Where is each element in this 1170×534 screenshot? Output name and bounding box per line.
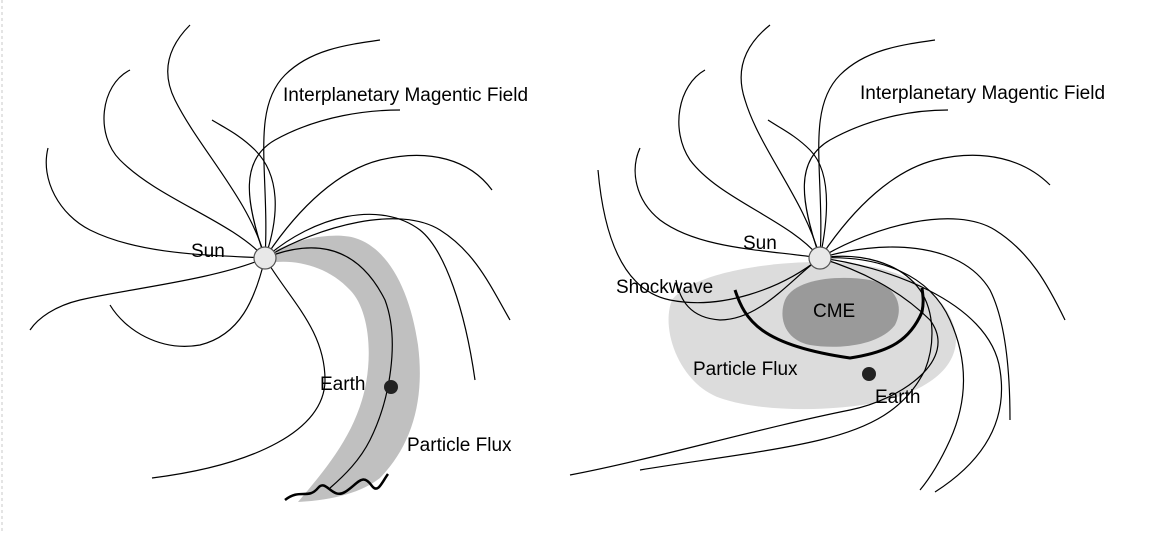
left-field-line bbox=[264, 154, 493, 259]
left-particle-flux-band bbox=[276, 235, 420, 502]
left-field-line bbox=[29, 257, 266, 331]
left-field-line bbox=[264, 247, 393, 489]
right-field-line bbox=[678, 69, 821, 259]
right-earth bbox=[862, 367, 876, 381]
left-earth-label: Earth bbox=[320, 374, 365, 395]
left-sun bbox=[253, 246, 277, 270]
right-panel: Interplanetary Magentic Field Sun Shockw… bbox=[569, 24, 1105, 493]
left-jagged-front bbox=[284, 473, 390, 502]
right-cme-region bbox=[782, 277, 899, 347]
right-earth-label: Earth bbox=[875, 387, 920, 408]
right-field-line bbox=[819, 218, 1066, 321]
left-flux-label: Particle Flux bbox=[407, 435, 512, 456]
left-field-line bbox=[109, 257, 266, 347]
left-field-line bbox=[103, 69, 266, 259]
left-sun-label: Sun bbox=[191, 241, 225, 262]
left-field-line bbox=[45, 147, 266, 259]
right-field-line bbox=[597, 169, 821, 304]
right-field-lines bbox=[569, 24, 1066, 493]
right-field-line bbox=[803, 109, 949, 259]
right-sun-label: Sun bbox=[743, 233, 777, 254]
right-field-line bbox=[767, 119, 828, 259]
left-field-line bbox=[264, 218, 511, 321]
left-field-line bbox=[167, 24, 266, 259]
left-field-line bbox=[264, 213, 476, 381]
right-shock-label: Shockwave bbox=[616, 277, 713, 298]
right-sun bbox=[808, 246, 832, 270]
right-field-label: Interplanetary Magentic Field bbox=[860, 83, 1105, 104]
left-earth bbox=[384, 380, 398, 394]
left-field-line bbox=[211, 119, 276, 259]
right-field-line bbox=[634, 147, 821, 259]
left-panel: Interplanetary Magentic Field Sun Earth … bbox=[29, 24, 528, 502]
right-field-line bbox=[818, 39, 936, 259]
right-field-line bbox=[819, 257, 1003, 493]
left-field-lines bbox=[29, 24, 511, 489]
left-field-line bbox=[263, 39, 381, 259]
right-field-line bbox=[819, 154, 1051, 259]
right-cme-label: CME bbox=[813, 301, 855, 322]
left-field-line bbox=[248, 109, 401, 259]
right-field-line bbox=[569, 257, 939, 476]
right-flux-label: Particle Flux bbox=[693, 359, 798, 380]
right-field-line bbox=[740, 24, 821, 259]
right-field-line bbox=[675, 257, 821, 321]
left-field-label: Interplanetary Magentic Field bbox=[283, 85, 528, 106]
right-shockwave-arc bbox=[733, 287, 925, 360]
right-field-line bbox=[819, 246, 1011, 421]
left-field-line bbox=[151, 257, 326, 479]
right-field-line bbox=[819, 257, 965, 491]
